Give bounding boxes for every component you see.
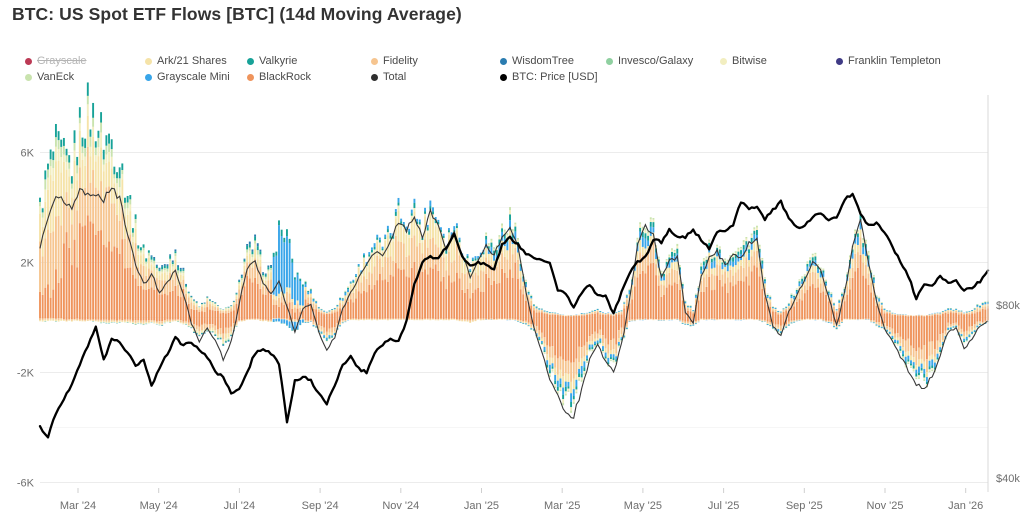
y-axis-right-labels: $80k $40k: [996, 300, 1020, 485]
legend-item-blackrock[interactable]: BlackRock: [247, 70, 311, 84]
legend-label: Grayscale Mini: [157, 71, 230, 83]
svg-text:6K: 6K: [21, 148, 35, 160]
legend-item-franklin[interactable]: Franklin Templeton: [836, 54, 941, 68]
btc-price-legend-marker: [500, 73, 507, 81]
svg-text:Jul '24: Jul '24: [224, 500, 255, 512]
legend-item-vaneck[interactable]: VanEck: [25, 70, 74, 84]
legend-label: Ark/21 Shares: [157, 55, 227, 67]
legend-item-fidelity[interactable]: Fidelity: [371, 54, 418, 68]
grayscale-mini-legend-marker: [145, 73, 152, 81]
svg-text:$40k: $40k: [996, 473, 1020, 485]
legend-label: Invesco/Galaxy: [618, 55, 694, 67]
total-legend-marker: [371, 73, 378, 81]
invesco-legend-marker: [606, 57, 613, 65]
svg-text:Mar '24: Mar '24: [60, 500, 96, 512]
valkyrie-legend-marker: [247, 57, 254, 65]
svg-text:Jan '25: Jan '25: [464, 500, 499, 512]
fidelity-legend-marker: [371, 57, 378, 65]
wisdomtree-legend-marker: [500, 57, 507, 65]
grayscale-legend-marker: [25, 57, 32, 65]
legend-item-bitwise[interactable]: Bitwise: [720, 54, 767, 68]
legend-label: Valkyrie: [259, 55, 298, 67]
btc-price-line: [38, 192, 990, 439]
legend-item-wisdomtree[interactable]: WisdomTree: [500, 54, 574, 68]
svg-text:Nov '25: Nov '25: [867, 500, 904, 512]
svg-text:$80k: $80k: [996, 300, 1020, 312]
legend-label: BlackRock: [259, 71, 311, 83]
legend-item-grayscale[interactable]: Grayscale: [25, 54, 87, 68]
legend: Grayscale Ark/21 Shares Valkyrie Fidelity Wi…: [0, 0, 1024, 92]
legend-item-btc-price[interactable]: BTC: Price [USD]: [500, 70, 598, 84]
legend-label: Total: [383, 71, 407, 83]
svg-text:Mar '25: Mar '25: [544, 500, 580, 512]
legend-label: WisdomTree: [512, 55, 574, 67]
svg-text:2K: 2K: [21, 258, 35, 270]
flow-bars: [39, 82, 989, 413]
franklin-legend-marker: [836, 57, 843, 65]
gridlines: [40, 152, 988, 483]
total-flow-line: [39, 187, 989, 419]
legend-item-ark[interactable]: Ark/21 Shares: [145, 54, 227, 68]
legend-item-valkyrie[interactable]: Valkyrie: [247, 54, 297, 68]
legend-item-invesco[interactable]: Invesco/Galaxy: [606, 54, 693, 68]
legend-item-total[interactable]: Total: [371, 70, 406, 84]
blackrock-legend-marker: [247, 73, 254, 81]
vaneck-legend-marker: [25, 73, 32, 81]
legend-label: VanEck: [37, 71, 75, 83]
legend-label: Franklin Templeton: [848, 55, 941, 67]
bitwise-legend-marker: [720, 57, 727, 65]
svg-text:May '24: May '24: [140, 500, 178, 512]
legend-item-grayscale-mini[interactable]: Grayscale Mini: [145, 70, 230, 84]
svg-text:Jan '26: Jan '26: [948, 500, 983, 512]
svg-text:Sep '25: Sep '25: [786, 500, 823, 512]
legend-label: BTC: Price [USD]: [512, 71, 598, 83]
x-axis-labels: Mar '24 May '24 Jul '24 Sep '24 Nov '24 Jan '…: [60, 488, 983, 512]
svg-text:Jul '25: Jul '25: [708, 500, 739, 512]
svg-text:Nov '24: Nov '24: [382, 500, 419, 512]
y-axis-left-labels: 6K 2K -2K -6K: [17, 148, 35, 490]
legend-label: Fidelity: [383, 55, 418, 67]
svg-text:-2K: -2K: [17, 368, 35, 380]
ark-legend-marker: [145, 57, 152, 65]
legend-label: Bitwise: [732, 55, 767, 67]
svg-text:Sep '24: Sep '24: [302, 500, 339, 512]
chart-title: BTC: US Spot ETF Flows [BTC] (14d Moving…: [12, 4, 462, 24]
legend-label: Grayscale: [37, 55, 87, 67]
svg-text:-6K: -6K: [17, 478, 35, 490]
svg-text:May '25: May '25: [624, 500, 662, 512]
